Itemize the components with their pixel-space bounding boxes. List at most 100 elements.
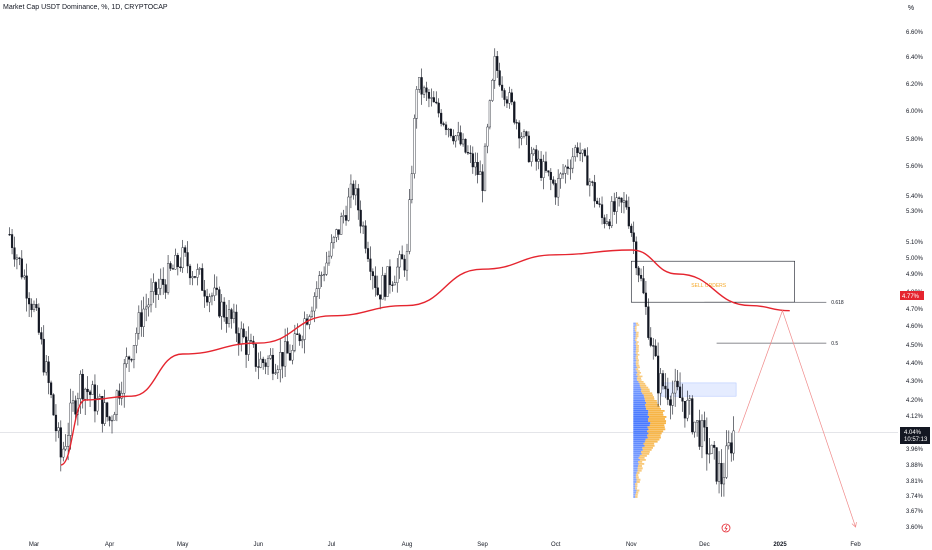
price-axis[interactable]: 6.60% 6.40% 6.20% 6.00% 5.80% 5.60% 5.40% 5.30%…	[906, 30, 924, 531]
candle-body	[481, 171, 484, 191]
candle-body	[257, 366, 260, 368]
candle-body	[454, 135, 457, 142]
candle-body	[403, 258, 406, 271]
volume-profile-bar-sell	[648, 412, 664, 414]
candle-body	[254, 344, 257, 367]
volume-profile-bar-sell	[645, 404, 660, 406]
percent-scale-button[interactable]: %	[907, 5, 915, 12]
volume-profile-bar-buy	[633, 343, 636, 345]
candle-body	[649, 337, 652, 346]
volume-profile-bar-sell	[635, 333, 639, 336]
volume-profile-bar-sell	[635, 368, 639, 370]
candle-body	[81, 373, 84, 400]
volume-profile-bar-buy	[633, 438, 646, 441]
candle-body	[537, 158, 540, 162]
candle-body	[176, 255, 179, 268]
volume-profile-bar-sell	[642, 392, 653, 395]
candle-body	[383, 275, 387, 297]
volume-profile-bar-buy	[633, 396, 645, 398]
volume-profile-bar-buy	[633, 384, 640, 387]
volume-profile-bar-buy	[633, 404, 646, 406]
candle-body	[130, 359, 133, 361]
volume-profile-bar-buy	[633, 467, 638, 470]
volume-profile-bar-sell	[640, 386, 649, 389]
candle-body	[135, 333, 138, 346]
volume-profile-bar-sell	[636, 478, 641, 481]
candle-body	[666, 388, 669, 400]
volume-profile-bar-sell	[648, 428, 666, 431]
lightning-icon[interactable]	[721, 523, 731, 533]
candle-body	[10, 234, 14, 248]
candle-body	[705, 427, 708, 455]
candle-body	[335, 229, 338, 238]
y-tick-label: 5.00%	[906, 256, 924, 262]
candle-body	[583, 149, 587, 156]
volume-profile-bar-sell	[635, 355, 638, 358]
volume-profile-bar-buy	[633, 449, 643, 451]
candle-body	[364, 225, 367, 249]
volume-profile-bar-sell	[635, 485, 638, 488]
candle-body	[203, 290, 206, 297]
candle-body	[162, 278, 165, 285]
candle-body	[301, 339, 304, 342]
x-tick-label: Jul	[328, 542, 336, 548]
y-tick-label: 5.40%	[906, 194, 924, 200]
time-axis[interactable]: Mar Apr May Jun Jul Aug Sep Oct Nov Dec 2025 Feb	[29, 542, 862, 548]
candle-body	[664, 385, 667, 390]
candle-body	[276, 369, 279, 373]
volume-profile-bar-buy	[633, 366, 637, 369]
candle-body	[461, 138, 465, 145]
volume-profile-bar-sell	[647, 434, 661, 437]
candle-body	[586, 155, 589, 186]
candle-body	[18, 257, 21, 259]
x-tick-label: 2025	[773, 542, 787, 548]
candle-body	[525, 131, 528, 137]
candle-body	[557, 178, 560, 198]
candle-body	[74, 400, 77, 415]
volume-profile-bar-buy	[633, 428, 649, 431]
volume-profile-bar-sell	[635, 493, 638, 496]
volume-profile-bar-sell	[638, 457, 645, 459]
volume-profile-bar-sell	[635, 339, 637, 341]
candle-body	[547, 170, 550, 173]
candle-body	[164, 284, 167, 293]
candle-body	[147, 304, 150, 308]
volume-profile-bar-buy	[633, 375, 638, 378]
y-tick-label: 5.30%	[906, 209, 924, 215]
volume-profile-bar-buy	[633, 357, 636, 360]
volume-profile-bar-sell	[635, 483, 638, 486]
candle-body	[488, 100, 491, 128]
volume-profile-bar-buy	[633, 496, 636, 498]
volume-profile-bar-buy	[633, 373, 637, 376]
y-tick-label: 4.50%	[906, 343, 924, 349]
volume-profile-bar-buy	[633, 434, 648, 437]
volume-profile-bar-sell	[646, 402, 658, 404]
volume-profile-bar-buy	[633, 333, 636, 336]
candle-body	[717, 463, 721, 482]
volume-profile-bar-sell	[641, 390, 650, 393]
volume-profile-bar-sell	[639, 459, 646, 461]
fib-levels: 0.618 0.5	[704, 300, 844, 347]
volume-profile-bar-buy	[633, 350, 636, 352]
volume-profile-bar-sell	[636, 324, 640, 326]
last-price-label: 4.04%	[904, 430, 922, 436]
candle-body	[262, 358, 265, 363]
candle-body	[230, 309, 233, 319]
volume-profile-bar-buy	[633, 465, 638, 468]
y-tick-label: 5.10%	[906, 240, 924, 246]
volume-profile-bar-buy	[633, 426, 648, 429]
candle-body	[600, 204, 604, 218]
candle-body	[59, 427, 62, 458]
candle-body	[266, 358, 270, 367]
candle-body	[493, 56, 496, 81]
volume-profile-bar-buy	[633, 345, 637, 347]
candle-body	[720, 463, 723, 485]
candle-body	[145, 306, 148, 310]
volume-profile-bar-sell	[635, 322, 639, 325]
volume-profile-bar-buy	[633, 469, 638, 472]
candle-body	[28, 298, 31, 305]
volume-profile-bar-buy	[633, 471, 637, 474]
y-tick-label: 3.74%	[906, 494, 924, 500]
volume-profile-bar-sell	[635, 343, 638, 345]
